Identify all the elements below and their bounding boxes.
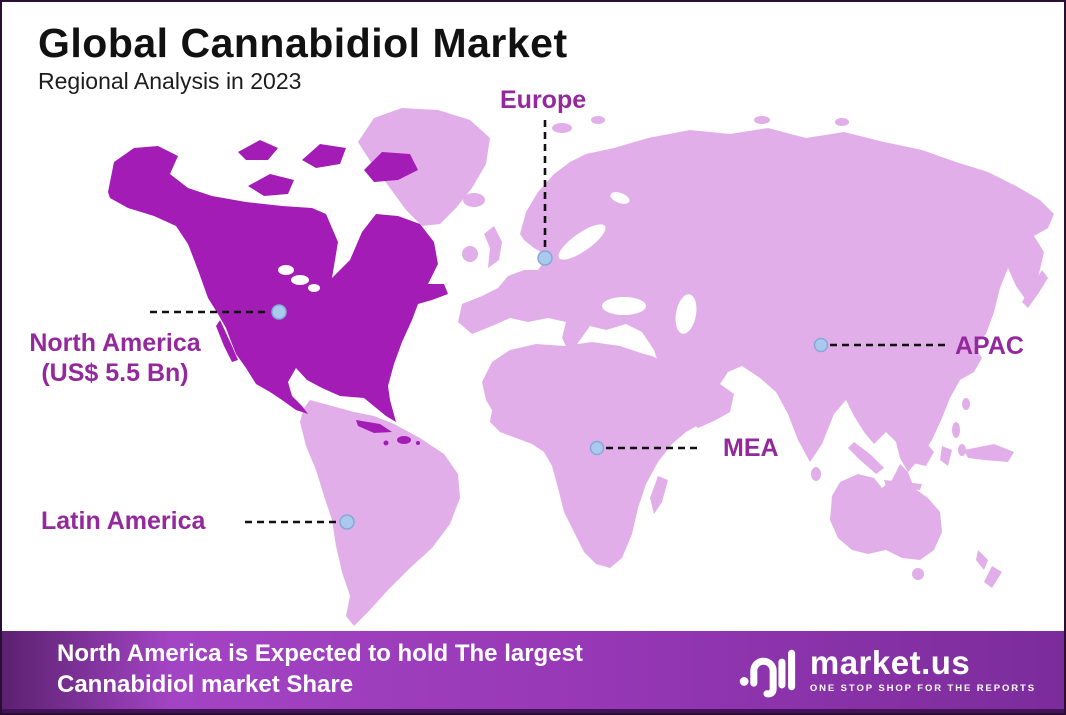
north-america-value: (US$ 5.5 Bn) [41, 359, 189, 387]
page-title: Global Cannabidiol Market [38, 20, 568, 66]
europe-marker [537, 250, 553, 266]
map-great-lakes-3 [308, 284, 320, 292]
page-subtitle: Regional Analysis in 2023 [38, 68, 302, 95]
map-black-sea [602, 297, 646, 315]
marketus-logo-icon [739, 649, 795, 698]
map-arctic-canada-3 [364, 152, 418, 182]
apac-marker [813, 337, 829, 353]
marketus-logo: market.us ONE STOP SHOP FOR THE REPORTS [738, 642, 1036, 698]
map-hispaniola [397, 436, 411, 444]
map-sumatra [848, 442, 884, 474]
map-caspian-sea [675, 294, 697, 334]
map-japan [1022, 270, 1048, 308]
marketus-brand: market.us [809, 644, 971, 681]
map-ireland [462, 246, 478, 262]
region-label-north-america: North America (US$ 5.5 Bn) [16, 328, 214, 388]
map-iceland [463, 193, 485, 207]
marketus-tagline: ONE STOP SHOP FOR THE REPORTS [809, 683, 1036, 694]
map-new-guinea [964, 444, 1014, 462]
map-baja [216, 320, 238, 362]
map-hainan [926, 412, 934, 420]
map-great-lakes-2 [291, 275, 309, 285]
map-north-america [108, 146, 448, 422]
banner-caption-line2: Cannabidiol market Share [57, 671, 354, 698]
latin-america-marker [339, 514, 355, 530]
map-new-zealand-south [984, 566, 1002, 588]
marketus-logo-text: market.us ONE STOP SHOP FOR THE REPORTS [810, 646, 1036, 694]
map-arctic-island-3 [835, 118, 849, 126]
map-eurasia [458, 128, 1054, 472]
map-south-america [300, 400, 460, 626]
mea-marker [589, 440, 605, 456]
header: Global Cannabidiol Market Regional Analy… [38, 20, 568, 95]
map-arctic-canada-2 [302, 144, 346, 168]
map-cuba [356, 420, 392, 433]
map-sakhalin [1002, 234, 1010, 262]
bottom-banner: North America is Expected to hold The la… [2, 631, 1064, 713]
map-new-zealand-north [976, 550, 988, 570]
region-label-mea: MEA [723, 434, 779, 462]
north-america-marker [271, 304, 287, 320]
map-novaya-zemlya [644, 147, 672, 161]
banner-caption-line1: North America is Expected to hold The la… [57, 640, 583, 668]
map-borneo [902, 438, 934, 466]
map-svalbard [552, 123, 572, 133]
region-label-latin-america: Latin America [41, 507, 206, 535]
map-britain [484, 226, 502, 268]
map-madagascar [650, 476, 668, 514]
map-greenland [358, 108, 490, 226]
map-arctic-island-1 [591, 116, 605, 124]
map-arctic-canada-4 [238, 140, 278, 160]
map-white-sea [610, 192, 630, 204]
banner-caption: North America is Expected to hold The la… [57, 639, 583, 700]
map-sulawesi [940, 446, 952, 466]
region-label-europe: Europe [500, 86, 587, 114]
map-java [884, 480, 922, 490]
region-label-apac: APAC [955, 332, 1024, 360]
map-sri-lanka [811, 467, 821, 481]
map-jamaica [383, 440, 389, 446]
north-america-name: North America [29, 329, 201, 357]
map-philippines-1 [952, 422, 960, 438]
map-puerto-rico [416, 441, 420, 445]
map-baltic-sea [558, 224, 606, 260]
map-australia [830, 464, 942, 560]
map-philippines-2 [958, 444, 966, 456]
map-taiwan [962, 398, 970, 410]
map-great-lakes-1 [278, 265, 294, 275]
map-arctic-canada-1 [248, 174, 294, 196]
map-arctic-island-2 [754, 116, 770, 124]
map-tasmania [912, 568, 924, 580]
